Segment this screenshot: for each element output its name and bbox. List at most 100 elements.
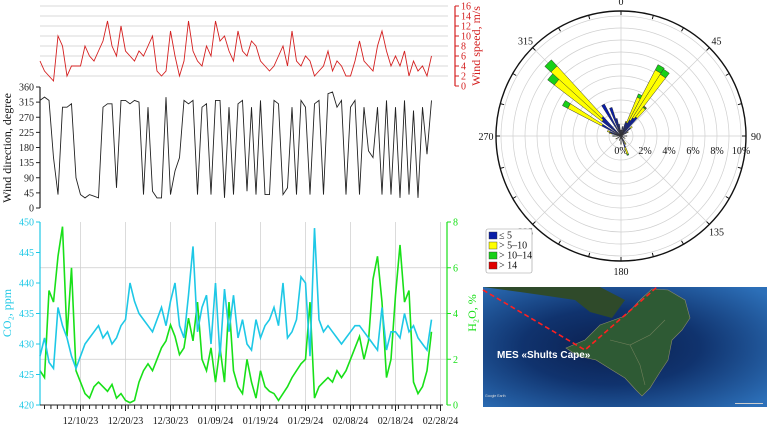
rose-tick [588, 252, 591, 257]
h2o-tick-label: 0 [453, 401, 458, 412]
legend-swatch [488, 251, 498, 260]
rose-direction-label: 315 [518, 37, 533, 48]
wind-direction-tick-label: 90 [24, 173, 34, 184]
wind-direction-tick-label: 0 [29, 204, 34, 215]
rose-bar-segment [562, 100, 571, 109]
rose-bar-segment [643, 105, 647, 109]
co2-tick-label: 420 [19, 401, 34, 412]
wind-direction-tick-label: 135 [19, 158, 34, 169]
rose-bar-segment [553, 78, 604, 122]
rose-bar-segment [659, 68, 670, 79]
rose-tick [651, 252, 654, 257]
rose-radial-label: 6% [686, 146, 699, 157]
h2o-tick-label: 4 [453, 309, 458, 320]
date-tick-label: 02/08/24 [333, 416, 369, 427]
rose-radial-label: 4% [662, 146, 675, 157]
rose-direction-label: 0 [619, 0, 624, 8]
station-label: MES «Shults Cape» [497, 350, 591, 361]
rose-bar-segment [620, 129, 622, 137]
rose-bar-segment [606, 130, 611, 133]
co2-tick-label: 425 [19, 370, 34, 381]
wind-speed-line [39, 20, 432, 83]
wind-speed-tick-label: 2 [461, 72, 466, 83]
rose-bar-segment [623, 137, 626, 139]
rose-direction-label: 180 [614, 267, 629, 278]
co2-line [39, 228, 433, 371]
rose-tick [725, 73, 730, 76]
rose-tick [512, 196, 517, 199]
rose-tick [532, 221, 536, 225]
rose-bar-segment [625, 135, 628, 137]
wind-speed-tick-label: 12 [461, 22, 471, 33]
wind-direction-axis-label: Wind direction, degree [0, 93, 14, 203]
date-tick-label: 01/09/24 [198, 416, 234, 427]
rose-bar-segment [615, 118, 622, 137]
rose-bar-segment [615, 137, 618, 140]
rose-tick [500, 166, 505, 169]
rose-tick [512, 73, 517, 76]
h2o-tick-label: 2 [453, 355, 458, 366]
rose-spoke [532, 135, 622, 225]
rose-bar-segment [618, 123, 622, 137]
rose-tick [681, 27, 684, 32]
rose-bar-segment [612, 135, 616, 137]
date-tick-label: 12/30/23 [153, 416, 189, 427]
h2o-tick-label: 8 [453, 218, 458, 229]
island-ridge [609, 319, 666, 386]
wind-speed-tick-label: 4 [461, 62, 466, 73]
mainland-coast [483, 287, 625, 318]
legend-box [485, 228, 533, 274]
rose-bar-segment [601, 103, 622, 137]
rose-direction-label: 135 [709, 227, 724, 238]
rose-tick [681, 240, 684, 245]
rose-bar-segment [614, 135, 618, 137]
wind-speed-tick-label: 0 [461, 82, 466, 93]
rose-tick [558, 240, 561, 245]
rose-bar-segment [626, 153, 630, 156]
rose-bar-segment [623, 140, 627, 145]
date-tick-label: 01/29/24 [288, 416, 324, 427]
date-tick-label: 02/28/24 [423, 416, 459, 427]
h2o-axis-label: H₂O, % [465, 294, 479, 332]
rose-tick [588, 15, 591, 20]
date-tick-label: 02/18/24 [378, 416, 414, 427]
rose-bar-segment [618, 138, 621, 141]
legend-swatch [488, 261, 498, 270]
rose-tick [500, 103, 505, 106]
rose-radial-label: 10% [732, 146, 750, 157]
rose-bar-segment [626, 131, 629, 134]
rose-tick [706, 47, 710, 51]
rose-spoke [620, 135, 710, 225]
wind-speed-tick-label: 6 [461, 52, 466, 63]
legend-label: ≤ 5 [499, 231, 512, 242]
rose-tick [558, 27, 561, 32]
rose-bar-segment [609, 107, 622, 137]
legend-label: > 10–14 [499, 251, 532, 262]
rose-radial-label: 2% [638, 146, 651, 157]
wind-direction-line [39, 91, 432, 199]
wind-speed-tick-label: 14 [461, 12, 471, 23]
wind-direction-tick-label: 360 [19, 83, 34, 94]
wind-speed-tick-label: 10 [461, 32, 471, 43]
rose-legend: ≤ 5> 5–10> 10–14> 14 [485, 228, 533, 274]
wind-direction-tick-label: 315 [19, 98, 34, 109]
wind-rose: 045901351802252703150%2%4%6%8%10%≤ 5> 5–… [479, 0, 762, 278]
rose-tick [706, 221, 710, 225]
date-tick-label: 01/19/24 [243, 416, 279, 427]
co2-tick-label: 445 [19, 248, 34, 259]
rose-direction-label: 45 [711, 37, 721, 48]
rose-radial-label: 8% [710, 146, 723, 157]
rose-direction-label: 90 [751, 132, 761, 143]
legend-label: > 5–10 [499, 241, 527, 252]
wind-speed-tick-label: 16 [461, 2, 471, 13]
rose-tick [737, 166, 742, 169]
h2o-tick-label: 6 [453, 263, 458, 274]
map-credit: Google Earth [485, 394, 506, 398]
wind-direction-panel: 0 45 90 135 180 225 270 315 360 Wind direction, d… [0, 83, 432, 215]
wind-speed-axis-label: Wind speed, m/s [469, 6, 483, 86]
co2-tick-label: 440 [19, 279, 34, 290]
wind-direction-tick-label: 225 [19, 128, 34, 139]
satellite-map: MES «Shults Cape» Google Earth [482, 286, 767, 407]
